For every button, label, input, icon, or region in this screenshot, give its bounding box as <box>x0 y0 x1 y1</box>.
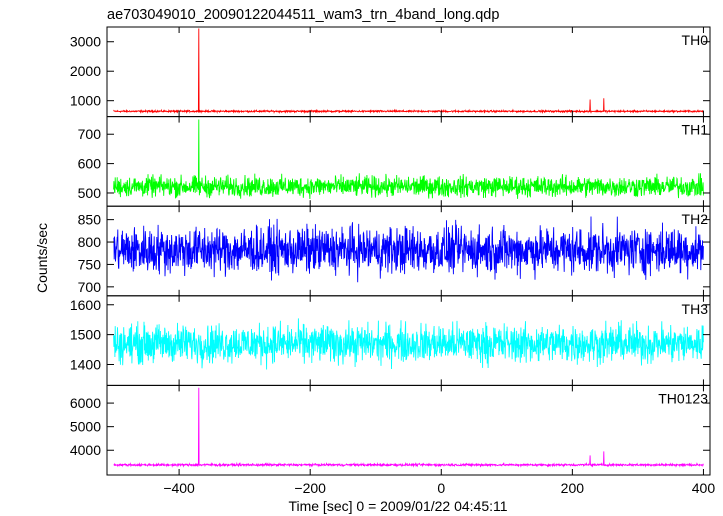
y-tick-label: 5000 <box>70 419 101 435</box>
y-tick-label: 800 <box>78 234 102 250</box>
series-line-th0123 <box>113 387 704 468</box>
y-tick-label: 850 <box>78 212 102 228</box>
panels-layer: 1000 2000 3000 TH0 500 600 700 TH1 700 750 800 850 T… <box>70 26 711 476</box>
panel-th0: 1000 2000 3000 TH0 <box>70 26 711 118</box>
x-tick-label: 400 <box>692 480 716 496</box>
x-axis: −400 −200 0 200 400 <box>163 480 715 496</box>
y-tick-label: 6000 <box>70 395 101 411</box>
y-tick-label: 600 <box>78 156 102 172</box>
y-tick-label: 750 <box>78 256 102 272</box>
panel-frame <box>106 116 711 207</box>
series-line-th0 <box>113 28 704 115</box>
y-tick-label: 1400 <box>70 356 101 372</box>
y-tick-label: 1600 <box>70 297 101 313</box>
panel-th2: 700 750 800 850 TH2 <box>78 205 711 297</box>
panel-th0123: 4000 5000 6000 TH0123 <box>70 384 711 476</box>
y-tick-label: 4000 <box>70 442 101 458</box>
chart-title: ae703049010_20090122044511_wam3_trn_4ban… <box>107 7 499 23</box>
panel-label: TH1 <box>682 122 709 138</box>
series-line-th2 <box>113 216 704 283</box>
panel-th3: 1400 1500 1600 TH3 <box>70 295 711 386</box>
x-tick-label: −200 <box>294 480 326 496</box>
y-tick-label: 1000 <box>70 93 101 109</box>
panel-label: TH3 <box>682 301 709 317</box>
x-tick-label: −400 <box>163 480 195 496</box>
x-tick-label: 200 <box>561 480 585 496</box>
y-tick-label: 2000 <box>70 63 101 79</box>
y-tick-label: 3000 <box>70 34 101 50</box>
x-axis-label: Time [sec] 0 = 2009/01/22 04:45:11 <box>288 498 507 514</box>
panel-frame <box>106 26 711 118</box>
series-line-th3 <box>113 318 704 370</box>
y-axis-label: Counts/sec <box>34 223 50 293</box>
panel-frame <box>106 384 711 476</box>
y-tick-label: 500 <box>78 185 102 201</box>
y-tick-label: 700 <box>78 279 102 295</box>
panel-label: TH0123 <box>658 390 708 406</box>
x-tick-label: 0 <box>437 480 445 496</box>
panel-label: TH2 <box>682 211 709 227</box>
y-tick-label: 700 <box>78 126 102 142</box>
panel-th1: 500 600 700 TH1 <box>78 116 711 207</box>
y-tick-label: 1500 <box>70 327 101 343</box>
panel-label: TH0 <box>682 32 709 48</box>
series-line-th1 <box>113 119 704 200</box>
